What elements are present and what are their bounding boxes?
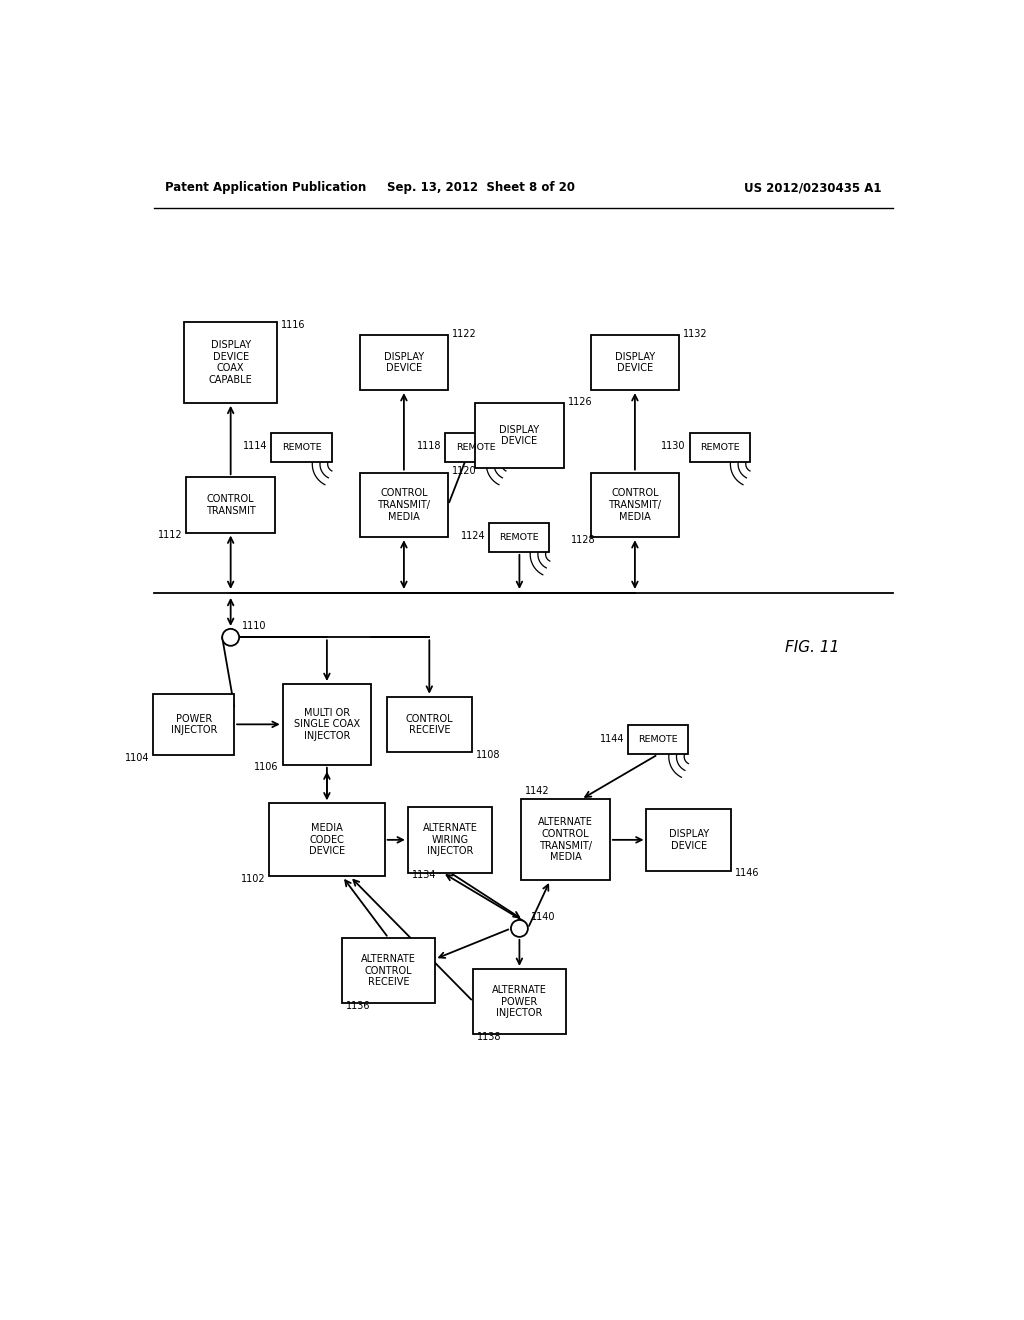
Text: REMOTE: REMOTE bbox=[699, 442, 739, 451]
Text: ALTERNATE
POWER
INJECTOR: ALTERNATE POWER INJECTOR bbox=[492, 985, 547, 1018]
Text: MEDIA
CODEC
DEVICE: MEDIA CODEC DEVICE bbox=[309, 824, 345, 857]
FancyBboxPatch shape bbox=[408, 807, 493, 873]
Text: 1142: 1142 bbox=[525, 785, 550, 796]
Text: 1146: 1146 bbox=[735, 869, 760, 878]
Text: 1110: 1110 bbox=[243, 622, 266, 631]
Text: ALTERNATE
WIRING
INJECTOR: ALTERNATE WIRING INJECTOR bbox=[423, 824, 477, 857]
FancyBboxPatch shape bbox=[342, 939, 435, 1003]
FancyBboxPatch shape bbox=[445, 433, 506, 462]
Text: 1130: 1130 bbox=[662, 441, 686, 451]
Text: ALTERNATE
CONTROL
RECEIVE: ALTERNATE CONTROL RECEIVE bbox=[361, 954, 416, 987]
Circle shape bbox=[511, 920, 528, 937]
Circle shape bbox=[222, 628, 240, 645]
Text: 1116: 1116 bbox=[281, 319, 305, 330]
FancyBboxPatch shape bbox=[475, 404, 563, 469]
FancyBboxPatch shape bbox=[521, 800, 610, 880]
Text: DISPLAY
DEVICE: DISPLAY DEVICE bbox=[384, 351, 424, 374]
Text: REMOTE: REMOTE bbox=[456, 442, 496, 451]
FancyBboxPatch shape bbox=[689, 433, 750, 462]
Text: 1112: 1112 bbox=[158, 531, 182, 540]
FancyBboxPatch shape bbox=[269, 804, 385, 876]
Text: 1120: 1120 bbox=[452, 466, 476, 477]
Text: 1138: 1138 bbox=[477, 1032, 502, 1041]
Text: 1126: 1126 bbox=[567, 397, 592, 407]
Text: 1128: 1128 bbox=[571, 535, 596, 545]
Text: 1104: 1104 bbox=[125, 752, 150, 763]
Text: CONTROL
TRANSMIT/
MEDIA: CONTROL TRANSMIT/ MEDIA bbox=[608, 488, 662, 521]
FancyBboxPatch shape bbox=[387, 697, 472, 752]
Text: 1134: 1134 bbox=[412, 870, 436, 880]
Text: POWER
INJECTOR: POWER INJECTOR bbox=[171, 714, 217, 735]
FancyBboxPatch shape bbox=[489, 523, 550, 552]
Text: 1106: 1106 bbox=[254, 763, 279, 772]
Text: US 2012/0230435 A1: US 2012/0230435 A1 bbox=[743, 181, 882, 194]
Text: CONTROL
TRANSMIT/
MEDIA: CONTROL TRANSMIT/ MEDIA bbox=[378, 488, 430, 521]
FancyBboxPatch shape bbox=[184, 322, 276, 403]
Text: MULTI OR
SINGLE COAX
INJECTOR: MULTI OR SINGLE COAX INJECTOR bbox=[294, 708, 360, 741]
FancyBboxPatch shape bbox=[359, 473, 449, 537]
FancyBboxPatch shape bbox=[473, 969, 565, 1035]
Text: 1102: 1102 bbox=[241, 874, 265, 884]
Text: DISPLAY
DEVICE: DISPLAY DEVICE bbox=[669, 829, 709, 850]
Text: Sep. 13, 2012  Sheet 8 of 20: Sep. 13, 2012 Sheet 8 of 20 bbox=[387, 181, 574, 194]
Text: FIG. 11: FIG. 11 bbox=[784, 640, 840, 655]
Text: 1144: 1144 bbox=[600, 734, 625, 743]
Text: 1114: 1114 bbox=[243, 441, 267, 451]
FancyBboxPatch shape bbox=[186, 478, 274, 533]
Text: 1124: 1124 bbox=[461, 531, 485, 541]
Text: REMOTE: REMOTE bbox=[282, 442, 322, 451]
Text: 1132: 1132 bbox=[683, 329, 708, 339]
FancyBboxPatch shape bbox=[154, 693, 234, 755]
Text: DISPLAY
DEVICE
COAX
CAPABLE: DISPLAY DEVICE COAX CAPABLE bbox=[209, 341, 253, 385]
Text: Patent Application Publication: Patent Application Publication bbox=[165, 181, 367, 194]
Text: 1122: 1122 bbox=[452, 329, 477, 339]
Text: REMOTE: REMOTE bbox=[500, 533, 540, 541]
Text: CONTROL
TRANSMIT: CONTROL TRANSMIT bbox=[206, 494, 256, 516]
FancyBboxPatch shape bbox=[628, 725, 688, 755]
Text: 1140: 1140 bbox=[531, 912, 555, 923]
Text: DISPLAY
DEVICE: DISPLAY DEVICE bbox=[500, 425, 540, 446]
FancyBboxPatch shape bbox=[591, 335, 679, 391]
Text: 1108: 1108 bbox=[475, 750, 500, 760]
Text: DISPLAY
DEVICE: DISPLAY DEVICE bbox=[614, 351, 655, 374]
FancyBboxPatch shape bbox=[271, 433, 332, 462]
Text: CONTROL
RECEIVE: CONTROL RECEIVE bbox=[406, 714, 454, 735]
FancyBboxPatch shape bbox=[359, 335, 449, 391]
FancyBboxPatch shape bbox=[646, 809, 731, 871]
Text: 1118: 1118 bbox=[417, 441, 441, 451]
Text: ALTERNATE
CONTROL
TRANSMIT/
MEDIA: ALTERNATE CONTROL TRANSMIT/ MEDIA bbox=[539, 817, 593, 862]
FancyBboxPatch shape bbox=[283, 684, 371, 764]
Text: REMOTE: REMOTE bbox=[638, 735, 678, 744]
Text: 1136: 1136 bbox=[346, 1001, 371, 1011]
FancyBboxPatch shape bbox=[591, 473, 679, 537]
